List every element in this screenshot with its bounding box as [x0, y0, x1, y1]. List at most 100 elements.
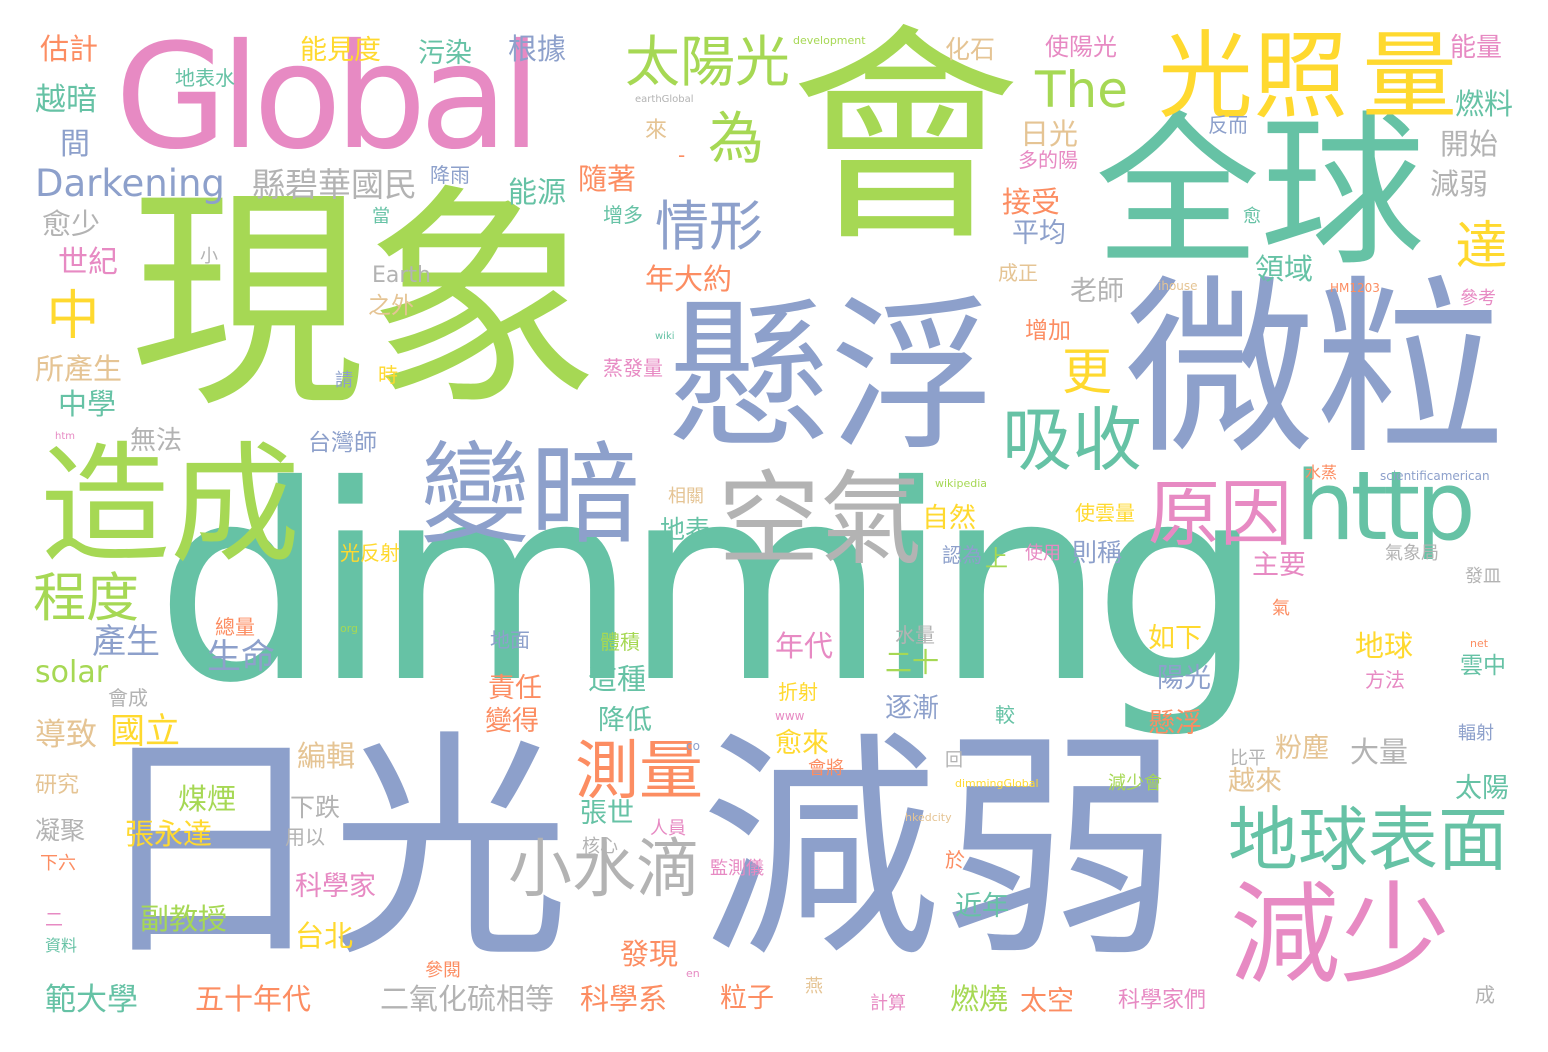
- word-cloud-word: 減弱: [700, 710, 1181, 990]
- word-cloud-word: 增加: [1025, 318, 1071, 344]
- word-cloud-word: 陽光: [1157, 663, 1211, 694]
- word-cloud-word: solar: [35, 655, 109, 690]
- word-cloud-word: 原因: [1148, 472, 1293, 556]
- word-cloud-word: 氣象局: [1385, 543, 1439, 564]
- word-cloud-word: 所產生: [35, 352, 123, 386]
- word-cloud-word: 越來: [1228, 766, 1282, 797]
- word-cloud-word: 五十年代: [195, 982, 312, 1016]
- word-cloud-word: 張世: [580, 798, 634, 829]
- word-cloud-word: wiki: [655, 331, 675, 342]
- word-cloud-word: 下跌: [290, 793, 341, 822]
- word-cloud-word: 開始: [1440, 127, 1499, 161]
- word-cloud-word: htm: [55, 431, 75, 442]
- word-cloud-word: 來: [645, 118, 668, 143]
- word-cloud-word: 越暗: [35, 82, 97, 118]
- word-cloud-word: 主要: [1252, 550, 1306, 581]
- word-cloud-word: development: [793, 34, 866, 47]
- word-cloud-word: 減少會: [1108, 773, 1162, 794]
- word-cloud-word: 吸收: [1002, 399, 1142, 481]
- word-cloud-word: 空氣: [718, 461, 922, 580]
- word-cloud-word: dimming: [155, 427, 1264, 742]
- word-cloud-word: 隨著: [578, 162, 637, 196]
- word-cloud-word: 年代: [775, 629, 834, 663]
- word-cloud-word: ihouse: [1158, 279, 1198, 293]
- word-cloud-word: 世紀: [58, 245, 118, 280]
- word-cloud-word: 更: [1054, 345, 1112, 393]
- word-cloud-word: 微粒: [1125, 259, 1506, 480]
- word-cloud-word: 使陽光: [1045, 33, 1117, 61]
- word-cloud-word: 估計: [40, 32, 99, 66]
- word-cloud-word: 二氧化硫相等: [380, 982, 555, 1016]
- word-cloud-word: 方法: [1365, 668, 1405, 692]
- word-cloud-word: 總量: [215, 615, 255, 639]
- word-cloud-word: 小: [200, 246, 218, 267]
- word-cloud-word: 則稱: [1072, 538, 1123, 567]
- word-cloud-word: org: [340, 622, 359, 635]
- word-cloud-word: HM1203: [1330, 281, 1380, 295]
- word-cloud-word: 之外: [368, 293, 414, 319]
- word-cloud-word: 變得: [485, 706, 539, 737]
- word-cloud-word: -: [678, 143, 686, 167]
- word-cloud-word: 減弱: [1430, 167, 1489, 201]
- word-cloud-word: co: [686, 739, 700, 753]
- word-cloud-word: 二十: [885, 648, 939, 679]
- word-cloud-word: 燃料: [1455, 87, 1514, 121]
- word-cloud-word: 使用: [1025, 543, 1061, 564]
- word-cloud-word: 水蒸: [1305, 463, 1338, 482]
- word-cloud-word: hkedcity: [905, 811, 952, 824]
- word-cloud-word: 人員: [650, 818, 686, 839]
- word-cloud-word: scientificamerican: [1380, 469, 1490, 483]
- word-cloud-word: 太陽: [1455, 773, 1509, 804]
- word-cloud-word: 減少: [1230, 871, 1450, 999]
- word-cloud-word: 反而: [1208, 113, 1248, 137]
- word-cloud-word: 為: [708, 107, 764, 172]
- word-cloud-word: The: [1035, 61, 1128, 119]
- word-cloud-word: 逐漸: [885, 693, 939, 724]
- word-cloud-word: 科學家: [295, 871, 376, 902]
- word-cloud-word: 燃燒: [950, 982, 1009, 1016]
- word-cloud-word: 體積: [600, 630, 640, 654]
- word-cloud-word: 愈少: [42, 207, 101, 241]
- word-cloud-word: 老師: [1070, 276, 1124, 307]
- word-cloud-word: 下六: [40, 853, 76, 874]
- word-cloud-word: 科學系: [580, 982, 668, 1016]
- word-cloud-word: 生命: [207, 637, 275, 677]
- word-cloud-word: 研究: [35, 773, 80, 798]
- word-cloud-word: 造成: [40, 429, 301, 581]
- word-cloud-word: 時: [378, 363, 398, 387]
- word-cloud-word: dimmingGlobal: [955, 777, 1039, 790]
- word-cloud-word: 程度: [33, 568, 139, 629]
- word-cloud-word: 參閱: [425, 960, 461, 981]
- word-cloud-word: en: [686, 967, 700, 980]
- word-cloud-word: 回: [945, 750, 963, 771]
- word-cloud-word: 平均: [1012, 218, 1066, 249]
- word-cloud-word: 相關: [668, 486, 704, 507]
- word-cloud-word: 凝聚: [35, 816, 86, 845]
- word-cloud-word: 無法: [130, 426, 183, 456]
- word-cloud-word: 大量: [1350, 735, 1409, 769]
- word-cloud-word: 能量: [1450, 33, 1503, 63]
- word-cloud-word: 污染: [418, 38, 472, 69]
- word-cloud-word: 達: [1446, 218, 1506, 268]
- word-cloud-word: 小水滴: [508, 833, 700, 907]
- word-cloud-word: 光反射: [340, 541, 400, 565]
- word-cloud-word: 接受: [1002, 185, 1061, 219]
- word-cloud-word: 地球: [1355, 629, 1414, 663]
- word-cloud-word: 現象: [130, 166, 600, 439]
- word-cloud-word: 地球表面: [1228, 799, 1508, 881]
- word-cloud-word: 範大學: [45, 982, 138, 1018]
- word-cloud-word: 光照: [1158, 22, 1349, 132]
- word-cloud-word: 較: [995, 703, 1015, 727]
- word-cloud-word: 情形: [655, 195, 763, 258]
- word-cloud-word: http: [1295, 452, 1476, 562]
- word-cloud-word: 日光: [90, 710, 571, 990]
- word-cloud-word: 能見度: [300, 35, 381, 66]
- word-cloud-word: 認為: [942, 543, 982, 567]
- word-cloud-word: 愈來: [775, 728, 829, 759]
- word-cloud-word: 折射: [778, 680, 818, 704]
- word-cloud-word: 編輯: [297, 739, 356, 773]
- word-cloud-word: 日光: [1020, 117, 1079, 151]
- word-cloud-word: 用以: [285, 825, 325, 849]
- word-cloud-word: wikipedia: [935, 477, 988, 490]
- word-cloud-word: 會將: [808, 758, 844, 779]
